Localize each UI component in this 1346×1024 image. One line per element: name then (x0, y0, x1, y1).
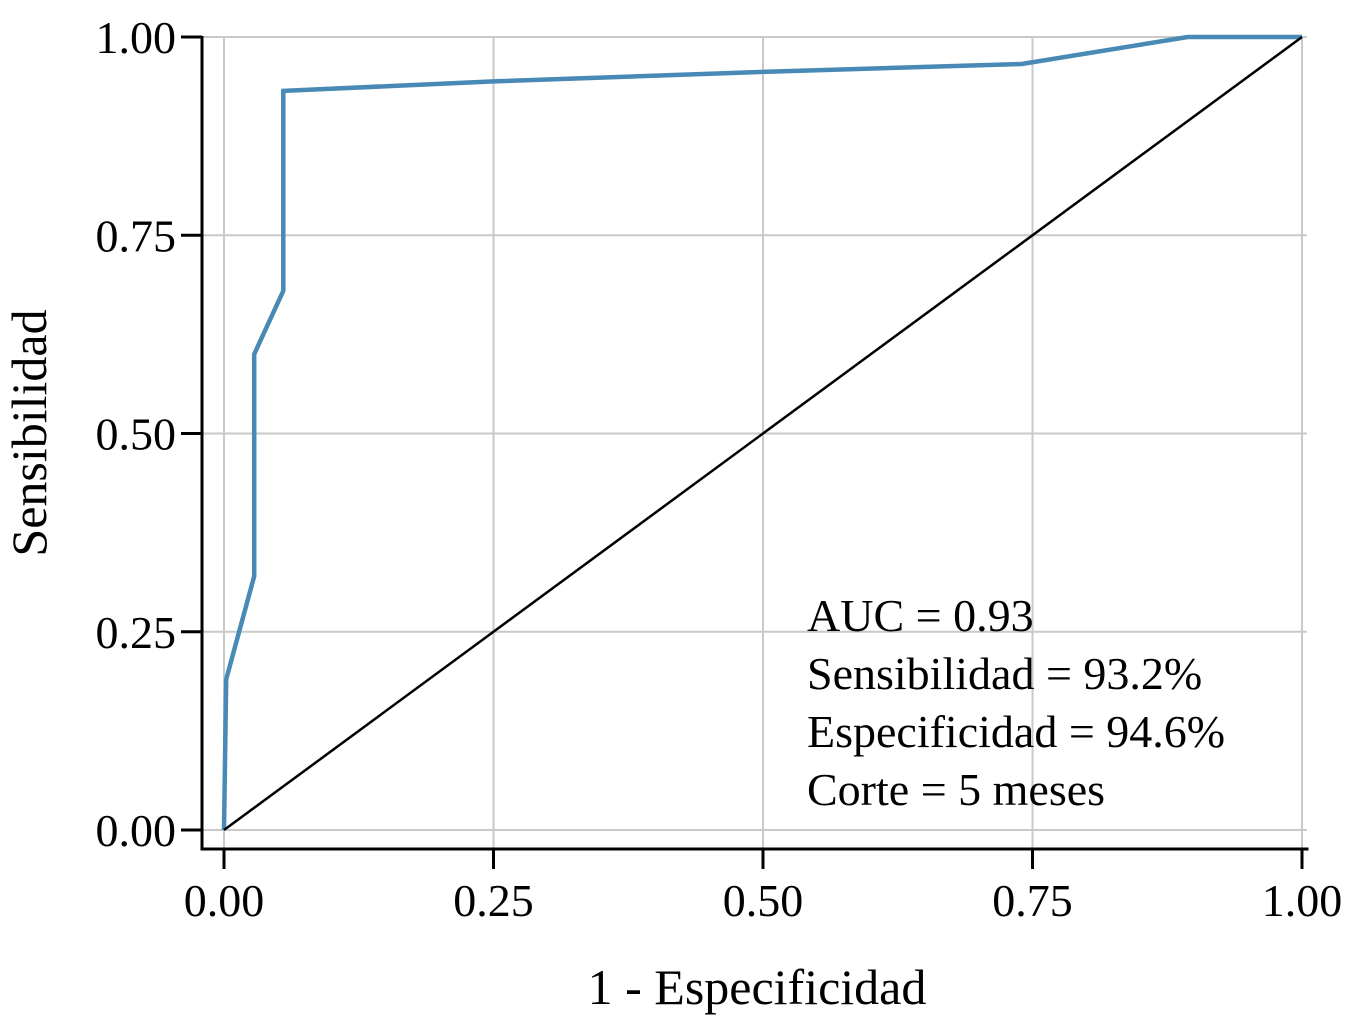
gridlines (202, 36, 1307, 849)
x-axis-title: 1 - Especificidad (588, 959, 927, 1015)
annotation-sensitivity: Sensibilidad = 93.2% (807, 648, 1202, 699)
annotation-specificity: Especificidad = 94.6% (807, 706, 1225, 757)
y-tick-label-0.25: 0.25 (96, 607, 177, 658)
data-series (221, 34, 1303, 832)
x-tick-label-1.00: 1.00 (1262, 875, 1343, 926)
x-tick-label-0.75: 0.75 (992, 875, 1073, 926)
x-tick-label-0.00: 0.00 (184, 875, 265, 926)
x-tick-label-0.50: 0.50 (723, 875, 804, 926)
axis-tick-labels: 0.00 0.25 0.50 0.75 1.00 0.00 0.25 0.50 0.75 1.00 (96, 12, 1343, 926)
y-tick-label-1.00: 1.00 (96, 12, 177, 63)
x-tick-label-0.25: 0.25 (453, 875, 534, 926)
axis-ticks (181, 35, 1304, 869)
axis-spines (200, 36, 1309, 851)
y-tick-label-0.50: 0.50 (96, 409, 177, 460)
roc-curve (221, 34, 1302, 831)
y-tick-label-0.00: 0.00 (96, 805, 177, 856)
y-axis-title: Sensibilidad (1, 309, 57, 556)
annotation-auc: AUC = 0.93 (807, 590, 1034, 641)
reference-diagonal (223, 35, 1303, 832)
annotation-cutoff: Corte = 5 meses (807, 764, 1105, 815)
y-tick-label-0.75: 0.75 (96, 210, 177, 261)
annotation-block: AUC = 0.93 Sensibilidad = 93.2% Especifi… (807, 590, 1225, 815)
